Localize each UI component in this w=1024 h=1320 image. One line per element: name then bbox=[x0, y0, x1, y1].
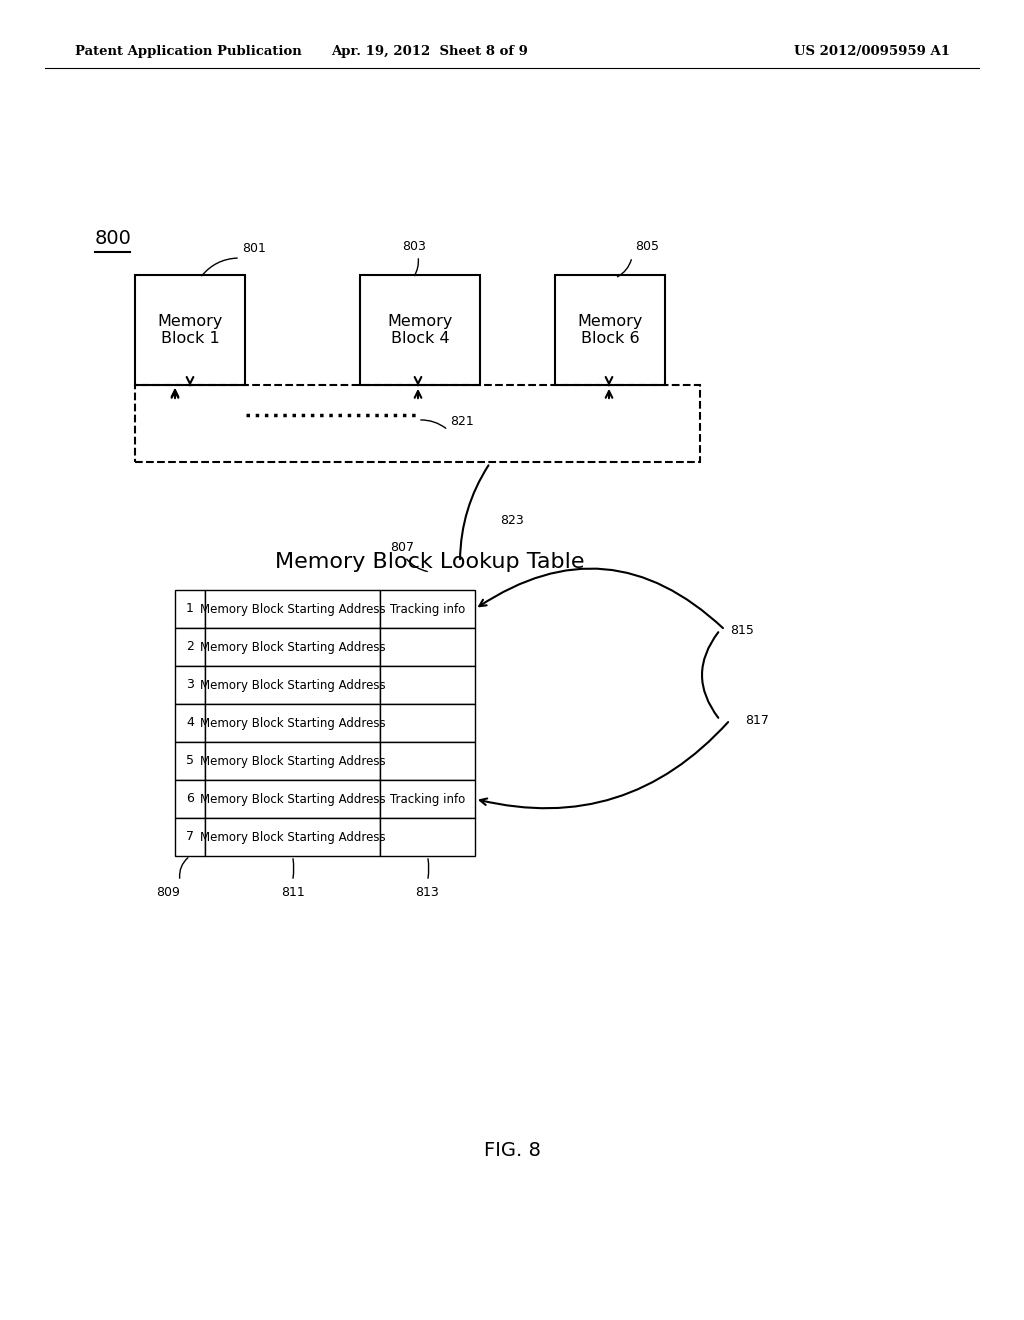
Bar bbox=[360, 275, 480, 385]
Bar bbox=[175, 590, 205, 628]
Text: Memory
Block 6: Memory Block 6 bbox=[578, 314, 643, 346]
Bar bbox=[380, 667, 475, 704]
Text: Memory Block Starting Address: Memory Block Starting Address bbox=[200, 792, 385, 805]
Text: 7: 7 bbox=[186, 830, 194, 843]
Bar bbox=[205, 780, 380, 818]
Text: Patent Application Publication: Patent Application Publication bbox=[75, 45, 302, 58]
Text: US 2012/0095959 A1: US 2012/0095959 A1 bbox=[794, 45, 950, 58]
Bar bbox=[380, 590, 475, 628]
Text: Apr. 19, 2012  Sheet 8 of 9: Apr. 19, 2012 Sheet 8 of 9 bbox=[332, 45, 528, 58]
Text: FIG. 8: FIG. 8 bbox=[483, 1140, 541, 1159]
Text: 803: 803 bbox=[402, 240, 426, 253]
Text: Tracking info: Tracking info bbox=[390, 602, 465, 615]
Bar bbox=[135, 385, 700, 462]
Bar bbox=[380, 628, 475, 667]
Bar bbox=[380, 704, 475, 742]
Bar bbox=[175, 742, 205, 780]
Bar bbox=[380, 780, 475, 818]
Text: 815: 815 bbox=[730, 623, 754, 636]
Bar bbox=[555, 275, 665, 385]
Text: Memory Block Starting Address: Memory Block Starting Address bbox=[200, 678, 385, 692]
Text: Memory
Block 4: Memory Block 4 bbox=[387, 314, 453, 346]
Bar bbox=[205, 667, 380, 704]
Text: Memory Block Starting Address: Memory Block Starting Address bbox=[200, 602, 385, 615]
Bar bbox=[380, 742, 475, 780]
Bar bbox=[135, 275, 245, 385]
Text: 817: 817 bbox=[745, 714, 769, 726]
Text: Memory Block Starting Address: Memory Block Starting Address bbox=[200, 755, 385, 767]
Text: 2: 2 bbox=[186, 640, 194, 653]
Text: 4: 4 bbox=[186, 717, 194, 730]
Text: Memory
Block 1: Memory Block 1 bbox=[158, 314, 222, 346]
Text: 1: 1 bbox=[186, 602, 194, 615]
Text: 801: 801 bbox=[242, 242, 266, 255]
Text: 6: 6 bbox=[186, 792, 194, 805]
Bar bbox=[175, 818, 205, 855]
Text: 821: 821 bbox=[450, 414, 474, 428]
Text: 807: 807 bbox=[390, 541, 414, 554]
Bar bbox=[205, 704, 380, 742]
Text: 3: 3 bbox=[186, 678, 194, 692]
Bar bbox=[175, 780, 205, 818]
Text: Memory Block Starting Address: Memory Block Starting Address bbox=[200, 640, 385, 653]
Bar bbox=[205, 742, 380, 780]
Text: Memory Block Starting Address: Memory Block Starting Address bbox=[200, 830, 385, 843]
Text: 809: 809 bbox=[156, 886, 180, 899]
Text: Tracking info: Tracking info bbox=[390, 792, 465, 805]
Text: 813: 813 bbox=[416, 886, 439, 899]
Bar bbox=[175, 704, 205, 742]
Text: 5: 5 bbox=[186, 755, 194, 767]
Bar bbox=[175, 667, 205, 704]
Bar bbox=[205, 818, 380, 855]
Bar bbox=[380, 818, 475, 855]
Text: 811: 811 bbox=[281, 886, 304, 899]
Text: 800: 800 bbox=[95, 228, 132, 248]
Text: 823: 823 bbox=[500, 513, 523, 527]
Text: Memory Block Starting Address: Memory Block Starting Address bbox=[200, 717, 385, 730]
Bar bbox=[205, 628, 380, 667]
Bar bbox=[205, 590, 380, 628]
Text: Memory Block Lookup Table: Memory Block Lookup Table bbox=[275, 552, 585, 572]
Text: 805: 805 bbox=[635, 240, 659, 253]
Bar bbox=[175, 628, 205, 667]
